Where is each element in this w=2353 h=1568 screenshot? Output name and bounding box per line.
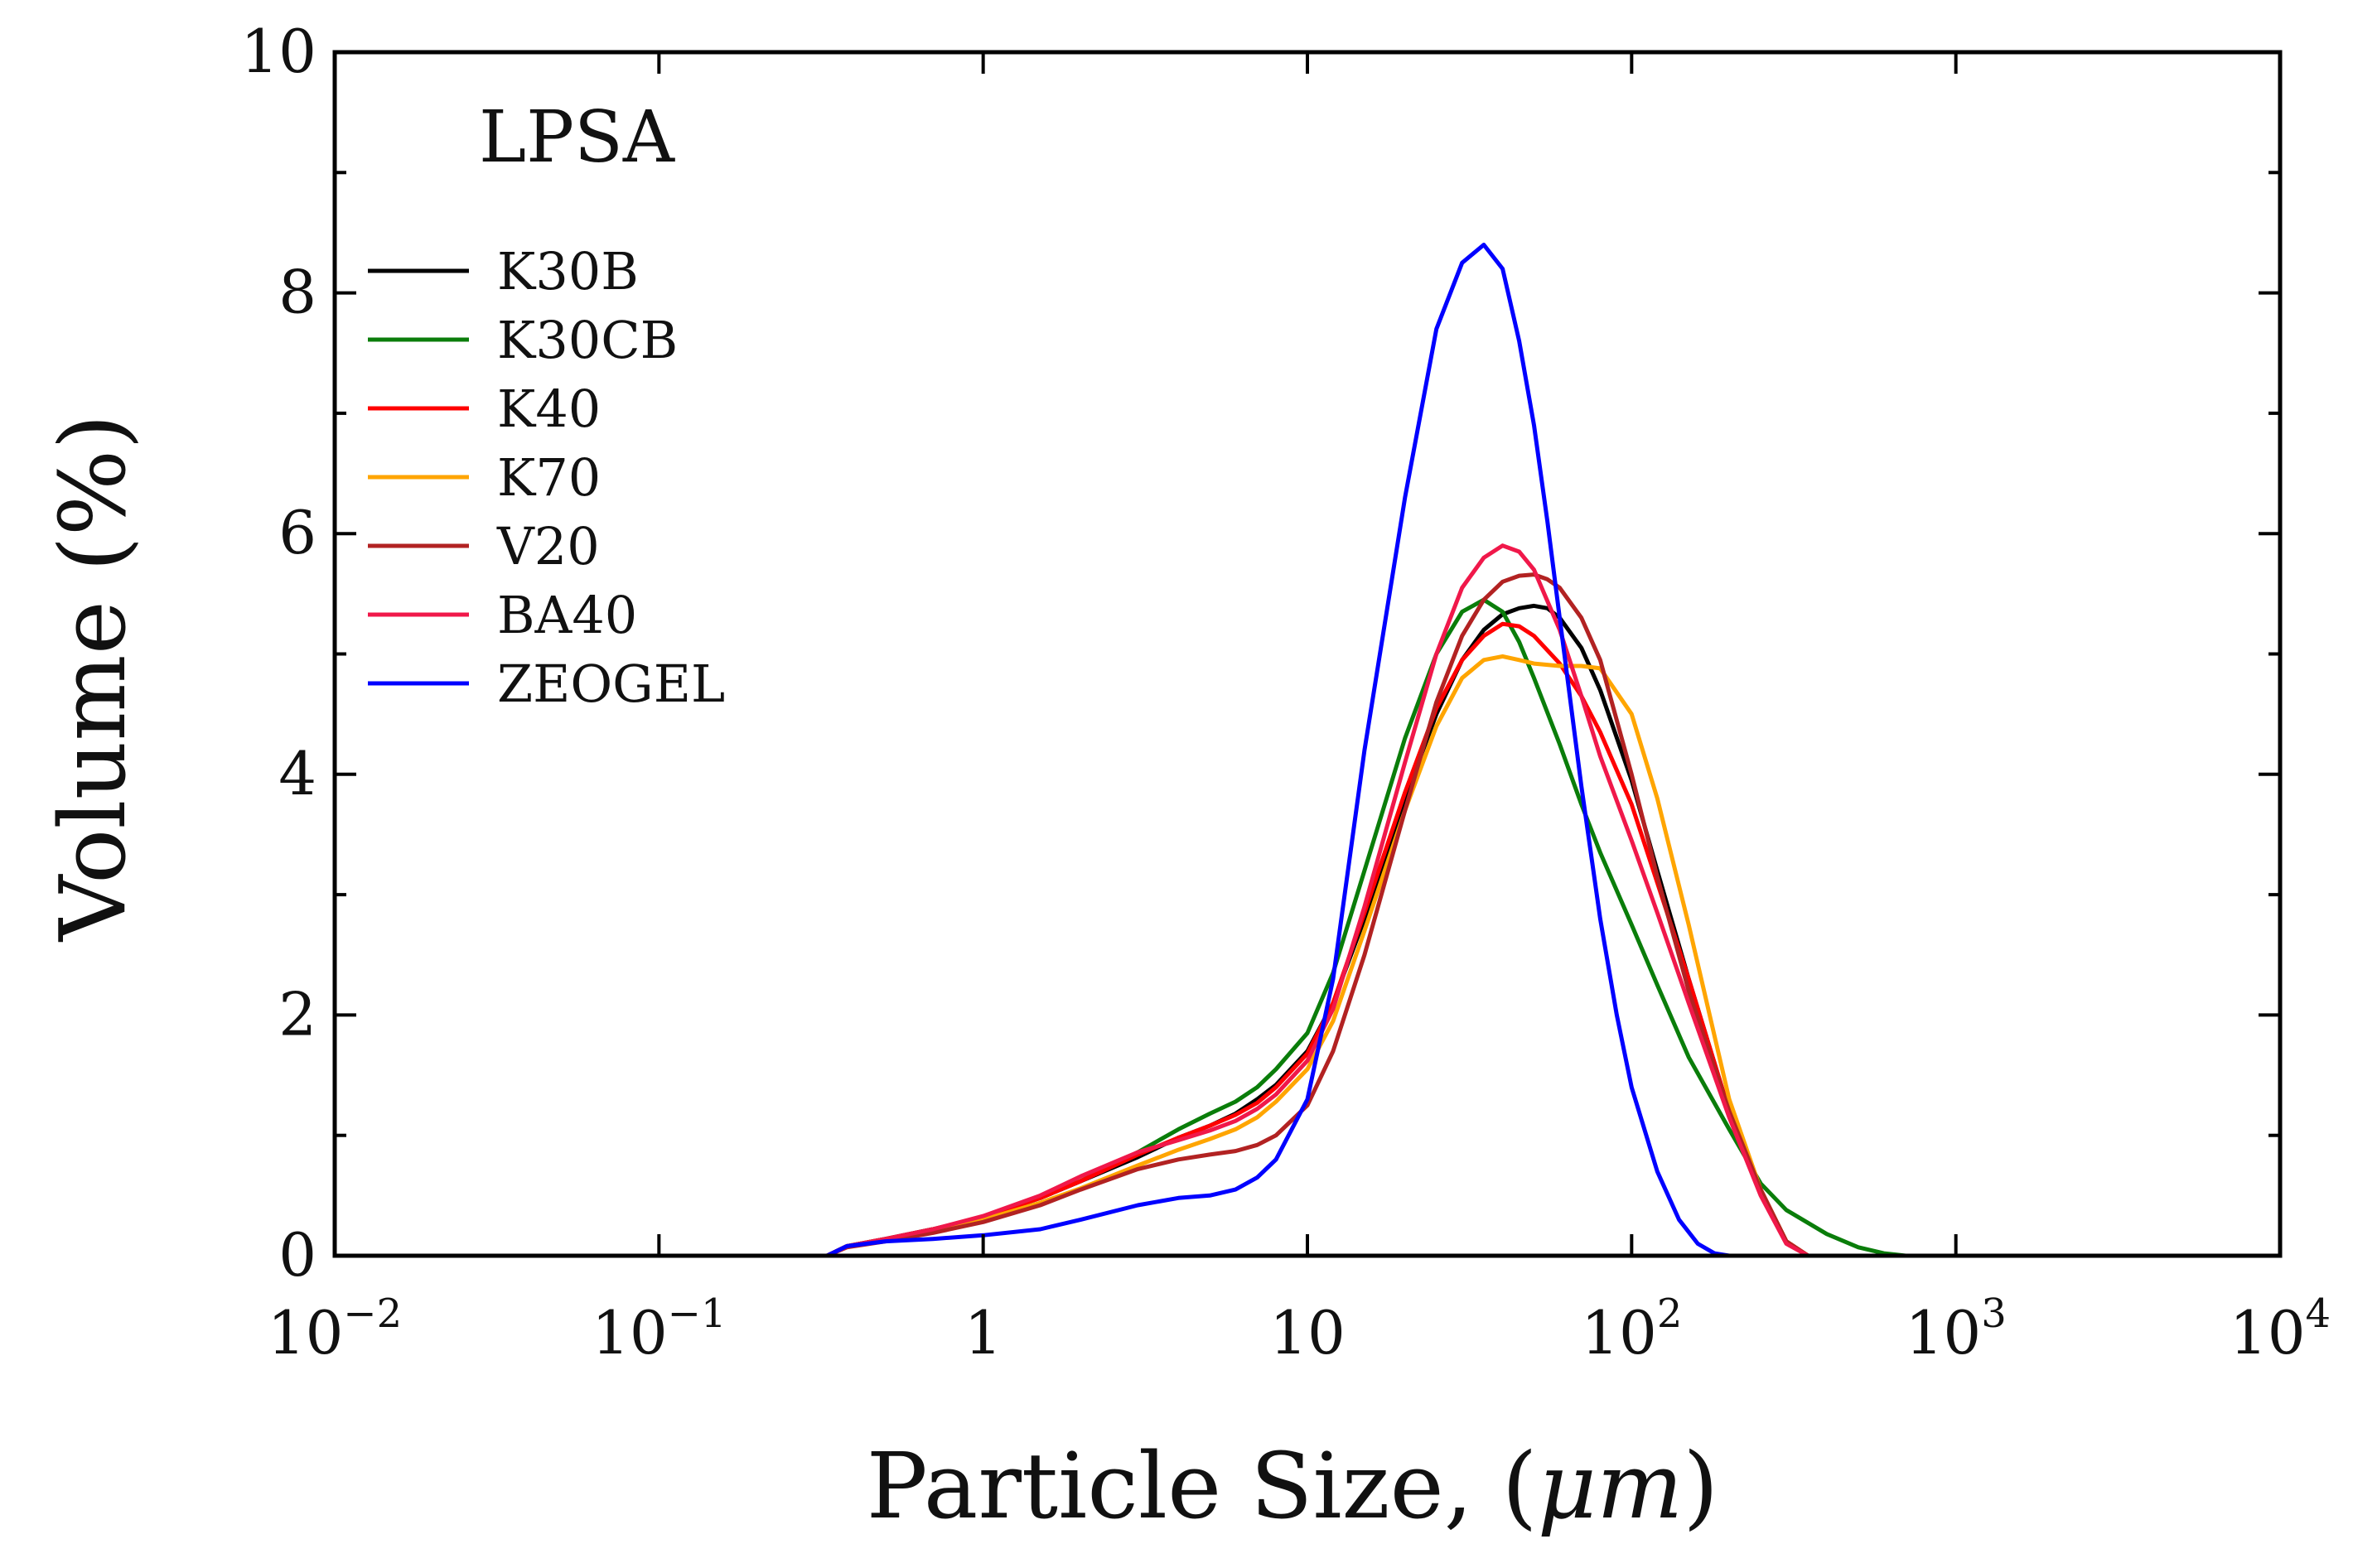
x-tick-label: 10−1 bbox=[592, 1291, 726, 1368]
x-tick-label: 10 bbox=[1269, 1298, 1346, 1368]
legend-label-ba40: BA40 bbox=[497, 585, 637, 645]
x-axis-label-suffix: ) bbox=[1683, 1433, 1718, 1539]
series-line-v20 bbox=[332, 572, 2283, 1258]
legend-label-v20: V20 bbox=[496, 516, 600, 577]
ticks-layer: 0 2 4 6 8 10 10−2 10−1 1 10 102 103 104 bbox=[240, 17, 2331, 1368]
y-tick-label: 0 bbox=[278, 1220, 316, 1290]
y-tick-label: 10 bbox=[240, 17, 316, 86]
lpsa-annotation: LPSA bbox=[479, 96, 675, 179]
x-axis-label: Particle Size, (μm) bbox=[867, 1433, 1719, 1539]
plot-frame bbox=[332, 50, 2283, 1258]
x-tick-label: 1 bbox=[964, 1298, 1003, 1368]
legend-label-k30cb: K30CB bbox=[497, 310, 678, 370]
x-tick-label: 102 bbox=[1581, 1291, 1682, 1368]
y-tick-label: 2 bbox=[278, 979, 316, 1049]
x-tick-label: 104 bbox=[2230, 1291, 2331, 1368]
legend-label-k70: K70 bbox=[497, 447, 601, 508]
y-axis-label: Volume (%) bbox=[40, 414, 146, 943]
legend-label-zeogel: ZEOGEL bbox=[497, 654, 725, 714]
x-axis-label-prefix: Particle Size, ( bbox=[867, 1433, 1538, 1539]
legend-label-k40: K40 bbox=[497, 379, 601, 439]
series-line-ba40 bbox=[332, 543, 2283, 1258]
y-tick-label: 8 bbox=[278, 258, 316, 327]
x-axis-label-unit: μm bbox=[1538, 1433, 1684, 1539]
legend: K30B K30CB K40 K70 V20 BA40 ZEOGEL bbox=[368, 241, 725, 714]
series-line-zeogel bbox=[332, 243, 2283, 1258]
x-tick-label: 103 bbox=[1906, 1291, 2007, 1368]
y-tick-label: 4 bbox=[278, 739, 316, 808]
legend-label-k30b: K30B bbox=[497, 241, 639, 302]
series-layer bbox=[332, 243, 2283, 1258]
y-tick-label: 6 bbox=[278, 498, 316, 567]
x-tick-label: 10−2 bbox=[268, 1291, 402, 1368]
